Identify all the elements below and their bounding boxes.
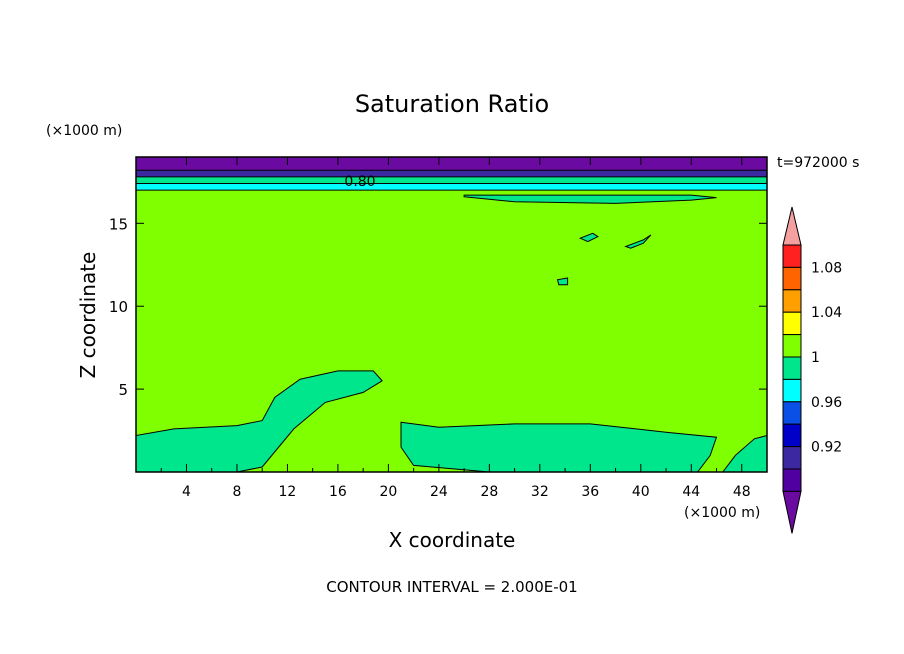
y-unit-label: (×1000 m) [46,123,122,139]
colorbar-over-arrow [782,206,802,246]
x-tick-label: 44 [682,484,700,500]
y-tick-label: 10 [109,298,128,316]
top-band-3 [136,157,767,171]
y-axis-label: Z coordinate [76,252,100,379]
top-bands [136,157,767,191]
x-tick-label: 8 [232,484,241,500]
moist-blob-3 [556,277,569,286]
y-ticks: 5 10 15 [109,215,767,399]
colorbar-label: 1 [811,350,820,366]
colorbar-box [782,423,802,448]
moist-region-center [400,421,718,473]
contour-label: 0.80 [344,174,375,190]
colorbar-label: 0.96 [811,395,842,411]
x-tick-label: 48 [733,484,751,500]
colorbar-box [782,401,802,425]
x-tick-label: 16 [329,484,347,500]
x-tick-label: 12 [279,484,297,500]
x-tick-label: 40 [632,484,650,500]
plot-background [136,157,767,472]
colorbar-label: 1.08 [811,260,842,276]
colorbar: 0.92 0.96 1 1.04 1.08 [782,206,842,534]
contour-lines [136,169,767,191]
moist-strip-top [463,194,717,204]
x-ticks: 4 8 12 16 20 24 28 32 36 40 44 48 [160,157,751,500]
chart-title: Saturation Ratio [355,90,549,118]
moist-region-left [135,370,383,473]
colorbar-label: 0.92 [811,440,842,456]
colorbar-box [782,446,802,470]
contour-regions [135,194,768,473]
footer-contour-interval: CONTOUR INTERVAL = 2.000E-01 [326,578,577,596]
x-tick-label: 36 [581,484,599,500]
plot-frame [135,156,768,473]
colorbar-box [782,468,802,492]
colorbar-box [782,334,802,358]
moist-blob-2 [624,234,652,249]
y-tick-label: 5 [118,381,128,399]
top-band-2 [136,170,767,177]
y-tick-label: 15 [109,215,128,233]
colorbar-label: 1.04 [811,305,842,321]
x-tick-label: 4 [182,484,191,500]
x-axis-label: X coordinate [389,528,516,552]
colorbar-under-arrow [782,490,802,534]
x-tick-label: 28 [480,484,498,500]
colorbar-box [782,289,802,313]
time-label: t=972000 s [777,155,859,171]
x-tick-label: 24 [430,484,448,500]
top-band-0 [136,183,767,191]
colorbar-box [782,356,802,380]
colorbar-box [782,266,802,291]
colorbar-box [782,244,802,268]
colorbar-box [782,378,802,403]
top-band-1 [136,176,767,184]
colorbar-box [782,311,802,336]
x-unit-label: (×1000 m) [684,505,760,521]
x-tick-label: 20 [379,484,397,500]
moist-blob-1 [578,232,599,243]
x-tick-label: 32 [531,484,549,500]
